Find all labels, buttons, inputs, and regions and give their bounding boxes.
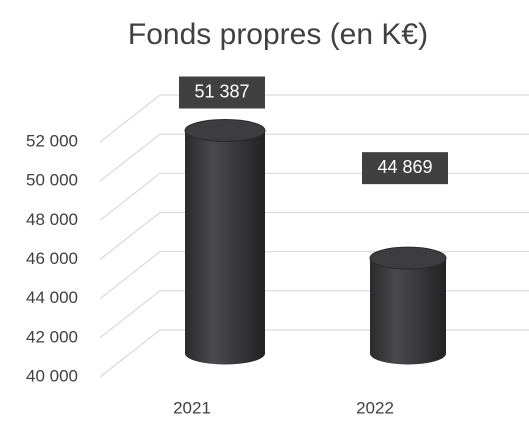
grid-line	[99, 251, 529, 300]
x-tick-label: 2022	[356, 398, 394, 417]
value-label: 51 387	[194, 81, 249, 101]
y-tick-label: 52 000	[26, 131, 78, 150]
bar	[185, 119, 265, 365]
grid-line	[99, 172, 529, 221]
bar-top	[369, 246, 447, 270]
value-label-box	[362, 152, 448, 185]
y-tick-label: 40 000	[26, 366, 78, 385]
grid-line	[99, 290, 529, 339]
x-tick-label: 2021	[173, 398, 211, 417]
y-tick-label: 46 000	[26, 249, 78, 268]
y-tick-label: 42 000	[26, 327, 78, 346]
value-label-box	[179, 76, 265, 109]
y-tick-label: 48 000	[26, 210, 78, 229]
grid-line	[99, 133, 529, 182]
grid-line	[99, 329, 529, 378]
bar-top	[184, 119, 266, 143]
y-tick-label: 44 000	[26, 288, 78, 307]
bar	[370, 247, 446, 365]
grid-line	[99, 211, 529, 260]
y-tick-label: 50 000	[26, 171, 78, 190]
grid-line	[99, 94, 529, 143]
value-label: 44 869	[377, 157, 432, 177]
chart-title: Fonds propres (en K€)	[128, 18, 428, 51]
